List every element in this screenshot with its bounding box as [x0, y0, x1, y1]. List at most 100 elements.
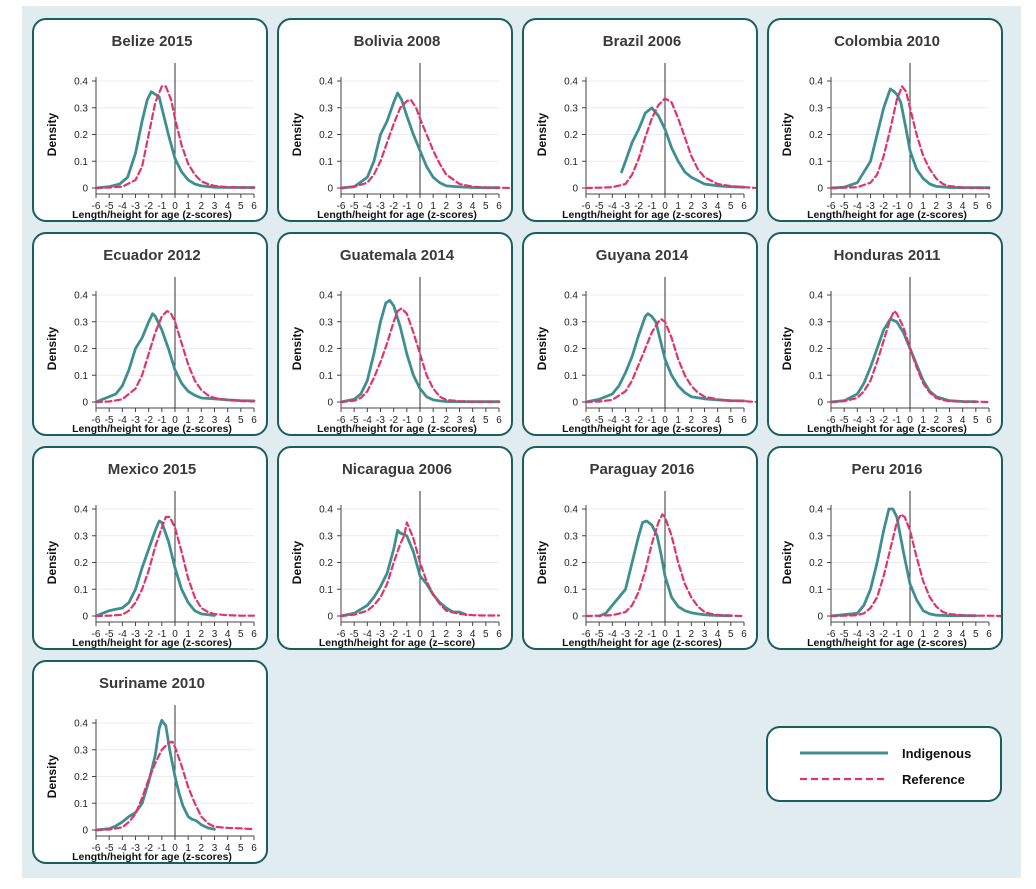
x-tick-label: 0 [662, 201, 668, 212]
x-axis-label: Length/height for age (z-scores) [72, 423, 232, 435]
y-axis-label: Density [290, 113, 304, 157]
chart-panel: Honduras 2011 Density 0 0.1 0.2 0.3 0.4 -6 -5 -4-… [767, 232, 1003, 436]
y-tick-label: 0.3 [74, 531, 88, 542]
y-tick-label: 0 [82, 184, 88, 195]
y-tick-label: 0.3 [564, 103, 578, 114]
x-tick-label: 4 [470, 629, 476, 640]
x-tick-label: 5 [973, 201, 979, 212]
x-tick-label: -3 [866, 629, 875, 640]
x-tick-label: -5 [105, 843, 114, 854]
x-tick-label: 6 [251, 629, 257, 640]
x-tick-label: 0 [907, 415, 913, 426]
y-axis-label: Density [45, 755, 59, 799]
x-tick-label: 2 [444, 201, 450, 212]
series-line-indigenous [339, 529, 468, 618]
x-tick-label: 3 [947, 629, 953, 640]
x-tick-label: -4 [118, 201, 127, 212]
y-axis-label: Density [45, 541, 59, 585]
chart-svg: Ecuador 2012 Density 0 0.1 0.2 0.3 0.4 -6 -5 -4 -3… [45, 247, 257, 435]
series-line-reference [339, 98, 511, 190]
chart-title: Honduras 2011 [834, 247, 941, 264]
x-tick-label: 0 [172, 843, 178, 854]
chart-panel: Suriname 2010 Density 0 0.1 0.2 0.3 0.4 -6 -5 -4-… [32, 660, 268, 864]
y-tick-label: 0.4 [809, 291, 823, 302]
x-tick-label: 2 [199, 843, 205, 854]
x-tick-label: -5 [105, 415, 114, 426]
x-tick-label: 5 [973, 629, 979, 640]
chart-svg: Guatemala 2014 Density 0 0.1 0.2 0.3 0.4 -6 -5 -4… [290, 247, 502, 434]
x-tick-label: -3 [376, 629, 385, 640]
x-tick-label: 1 [920, 201, 926, 212]
x-tick-label: 2 [934, 415, 940, 426]
series-line-reference [584, 513, 746, 618]
x-tick-label: -2 [144, 201, 153, 212]
x-tick-label: -5 [840, 415, 849, 426]
y-tick-label: 0.2 [809, 558, 823, 569]
x-tick-label: -1 [647, 415, 656, 426]
series-line-reference [829, 85, 991, 190]
x-tick-label: 3 [212, 843, 218, 854]
y-axis-label: Density [535, 113, 549, 157]
y-tick-label: 0.3 [74, 745, 88, 756]
y-tick-label: 0.1 [319, 585, 333, 596]
x-axis-label: Length/height for age (z-scores) [72, 637, 232, 649]
y-tick-label: 0.1 [809, 157, 823, 168]
chart-title: Brazil 2006 [603, 33, 681, 50]
y-tick-label: 0.1 [319, 157, 333, 168]
x-tick-label: -4 [608, 629, 617, 640]
chart-panel: Guatemala 2014 Density 0 0.1 0.2 0.3 0.4 -6 -5 -4… [277, 232, 513, 436]
x-tick-label: 3 [947, 201, 953, 212]
x-tick-label: 6 [496, 415, 502, 426]
y-tick-label: 0.2 [74, 558, 88, 569]
x-tick-label: -2 [389, 415, 398, 426]
y-tick-label: 0.3 [319, 531, 333, 542]
x-tick-label: -2 [144, 415, 153, 426]
x-tick-label: 3 [212, 629, 218, 640]
x-tick-label: -4 [363, 629, 372, 640]
x-tick-label: -5 [105, 629, 114, 640]
x-tick-label: -1 [157, 415, 166, 426]
x-tick-label: 2 [199, 629, 205, 640]
y-axis-label: Density [290, 541, 304, 585]
chart-panel: Paraguay 2016 Density 0 0.1 0.2 0.3 0.4 -6 -5 -4-… [522, 446, 758, 650]
x-tick-label: 5 [973, 415, 979, 426]
x-tick-label: 0 [417, 201, 423, 212]
x-tick-label: -3 [866, 201, 875, 212]
x-tick-label: -6 [337, 201, 346, 212]
x-tick-label: 3 [702, 415, 708, 426]
y-tick-label: 0.1 [74, 799, 88, 810]
y-tick-label: 0.3 [564, 531, 578, 542]
chart-panel: Mexico 2015 Density 0 0.1 0.2 0.3 0.4 -6 -5 -4 -3-… [32, 446, 268, 650]
x-tick-label: -4 [608, 201, 617, 212]
chart-panel: Colombia 2010 Density 0 0.1 0.2 0.3 0.4 -6 -5 -4-… [767, 18, 1003, 222]
y-tick-label: 0.4 [809, 505, 823, 516]
series-line-indigenous [620, 106, 746, 189]
chart-title: Nicaragua 2006 [342, 461, 452, 478]
chart-title: Guyana 2014 [596, 247, 689, 264]
y-axis-label: Density [780, 541, 794, 585]
x-tick-label: 6 [986, 629, 992, 640]
y-tick-label: 0.2 [809, 344, 823, 355]
y-tick-label: 0.1 [319, 371, 333, 382]
y-tick-label: 0.2 [319, 558, 333, 569]
y-tick-label: 0 [817, 398, 823, 409]
x-tick-label: -5 [595, 629, 604, 640]
x-tick-label: 0 [172, 415, 178, 426]
x-tick-label: 4 [715, 629, 721, 640]
y-tick-label: 0.2 [564, 558, 578, 569]
x-tick-label: 0 [172, 629, 178, 640]
y-tick-label: 0.2 [74, 344, 88, 355]
y-tick-label: 0.2 [319, 344, 333, 355]
chart-svg: Bolivia 2008 Density 0 0.1 0.2 0.3 0.4 -6 -5 -4 -3… [290, 33, 511, 220]
x-tick-label: -3 [621, 629, 630, 640]
x-tick-label: 6 [496, 629, 502, 640]
series-line-reference [339, 307, 501, 404]
chart-title: Ecuador 2012 [103, 247, 201, 264]
series-line-indigenous [597, 519, 733, 618]
chart-title: Mexico 2015 [108, 461, 196, 478]
legend-indigenous-label: Indigenous [902, 746, 971, 761]
x-tick-label: -3 [376, 201, 385, 212]
x-tick-label: 4 [960, 629, 966, 640]
